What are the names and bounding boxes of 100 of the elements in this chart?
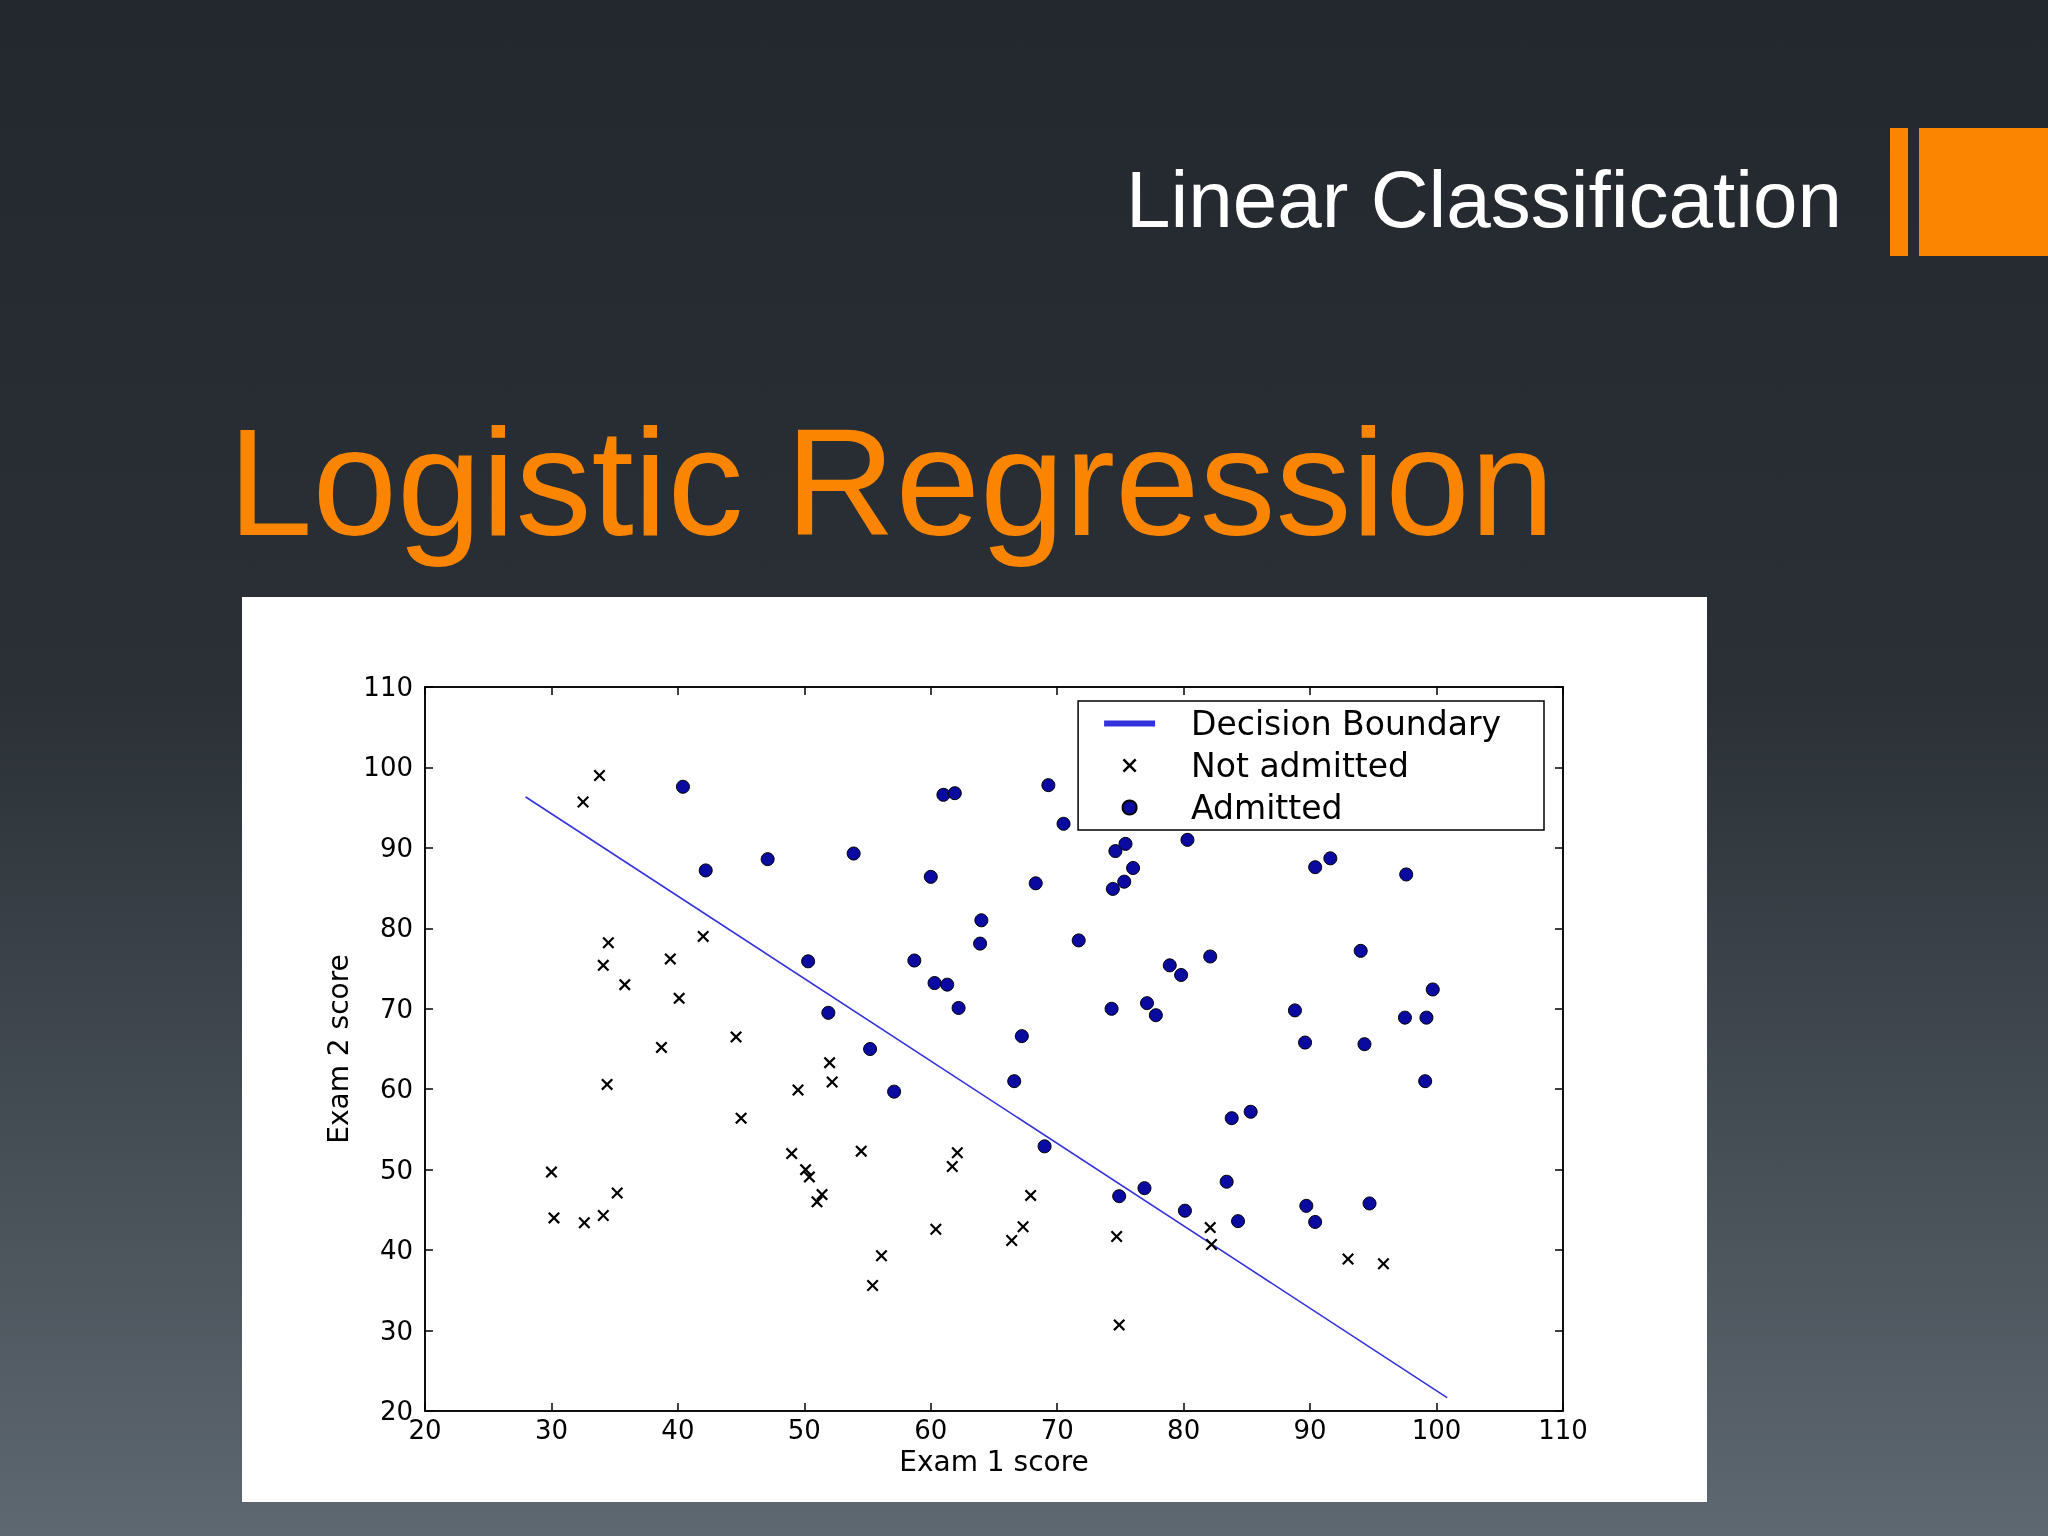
point bbox=[664, 952, 677, 965]
point bbox=[1399, 867, 1414, 882]
y-tick-label: 110 bbox=[363, 672, 413, 702]
x-tick-label: 80 bbox=[1167, 1415, 1201, 1445]
x-tick-label: 70 bbox=[1040, 1415, 1074, 1445]
y-tick-label: 80 bbox=[379, 913, 413, 944]
point bbox=[698, 863, 713, 878]
point bbox=[547, 1211, 560, 1224]
point bbox=[1005, 1234, 1018, 1247]
point bbox=[855, 1145, 868, 1158]
point bbox=[1308, 1214, 1323, 1229]
x-tick-label: 110 bbox=[1538, 1415, 1588, 1445]
point bbox=[601, 1078, 614, 1091]
x-axis-title: Exam 1 score bbox=[899, 1445, 1089, 1479]
point bbox=[1357, 1037, 1372, 1052]
y-tick-label: 30 bbox=[379, 1315, 413, 1346]
chart-title: Logistic Regression bbox=[228, 397, 1555, 567]
point bbox=[821, 1005, 836, 1020]
point bbox=[1203, 949, 1218, 964]
point bbox=[792, 1084, 805, 1097]
point bbox=[927, 976, 942, 991]
point bbox=[1140, 996, 1154, 1011]
point bbox=[1419, 1010, 1434, 1025]
point bbox=[1204, 1221, 1217, 1234]
point bbox=[655, 1041, 668, 1054]
point bbox=[1071, 933, 1086, 948]
point bbox=[1362, 1196, 1377, 1211]
point bbox=[597, 959, 610, 972]
point bbox=[1174, 967, 1189, 982]
point bbox=[826, 1075, 839, 1088]
point bbox=[1224, 1111, 1239, 1126]
point bbox=[1243, 1104, 1258, 1119]
point bbox=[1323, 851, 1338, 866]
y-tick-label: 50 bbox=[379, 1154, 413, 1185]
point bbox=[974, 913, 989, 928]
point bbox=[1418, 1074, 1433, 1089]
point bbox=[1117, 874, 1132, 889]
legend-label: Decision Boundary bbox=[1191, 704, 1502, 743]
point bbox=[1177, 1203, 1192, 1218]
x-tick-label: 100 bbox=[1411, 1415, 1462, 1445]
y-tick-label: 40 bbox=[379, 1235, 413, 1266]
point bbox=[735, 1112, 748, 1125]
point bbox=[1231, 1214, 1246, 1229]
point bbox=[1162, 958, 1177, 973]
point bbox=[1353, 943, 1368, 958]
point bbox=[1113, 1318, 1126, 1331]
x-tick-label: 50 bbox=[787, 1415, 821, 1445]
point bbox=[1377, 1257, 1390, 1270]
point bbox=[1126, 861, 1141, 875]
point bbox=[577, 796, 590, 809]
point bbox=[875, 1249, 888, 1262]
point bbox=[823, 1056, 836, 1069]
point bbox=[1298, 1035, 1313, 1050]
point bbox=[1112, 1189, 1127, 1204]
y-tick-label: 100 bbox=[363, 752, 413, 783]
point bbox=[545, 1166, 558, 1179]
point bbox=[1118, 836, 1133, 851]
point bbox=[816, 1188, 829, 1201]
point bbox=[1287, 1003, 1302, 1018]
point bbox=[923, 869, 938, 884]
point bbox=[1180, 832, 1195, 847]
point bbox=[951, 1000, 966, 1015]
point bbox=[602, 936, 615, 949]
point bbox=[1108, 844, 1123, 859]
point bbox=[801, 954, 816, 969]
point bbox=[1105, 881, 1120, 896]
point bbox=[675, 779, 690, 794]
point bbox=[947, 786, 962, 801]
point bbox=[810, 1195, 823, 1208]
chart-subtitle: Linear Classification bbox=[1126, 155, 1842, 244]
point bbox=[946, 1160, 959, 1173]
y-tick-label: 90 bbox=[379, 832, 413, 863]
point bbox=[697, 930, 710, 943]
point bbox=[803, 1170, 816, 1183]
point bbox=[1056, 816, 1071, 831]
point bbox=[1104, 1001, 1119, 1016]
point bbox=[973, 936, 988, 951]
point bbox=[1007, 1074, 1022, 1089]
point bbox=[951, 1146, 964, 1159]
point bbox=[929, 1223, 942, 1236]
point bbox=[1425, 982, 1440, 997]
x-tick-label: 40 bbox=[661, 1415, 695, 1445]
legend-label: Not admitted bbox=[1191, 746, 1410, 785]
point bbox=[1024, 1189, 1037, 1202]
point bbox=[866, 1279, 879, 1292]
x-tick-label: 90 bbox=[1293, 1415, 1327, 1445]
point bbox=[611, 1187, 624, 1199]
point bbox=[1308, 860, 1323, 875]
point bbox=[1028, 876, 1043, 891]
point bbox=[597, 1209, 610, 1222]
point bbox=[673, 992, 686, 1005]
x-tick-label: 60 bbox=[914, 1415, 948, 1445]
point bbox=[760, 852, 775, 867]
point bbox=[1110, 1230, 1123, 1243]
y-axis-title: Exam 2 score bbox=[321, 954, 355, 1144]
point bbox=[936, 787, 951, 802]
y-tick-label: 60 bbox=[379, 1074, 413, 1105]
point bbox=[887, 1084, 902, 1099]
point bbox=[1342, 1252, 1355, 1265]
point bbox=[1219, 1174, 1234, 1189]
